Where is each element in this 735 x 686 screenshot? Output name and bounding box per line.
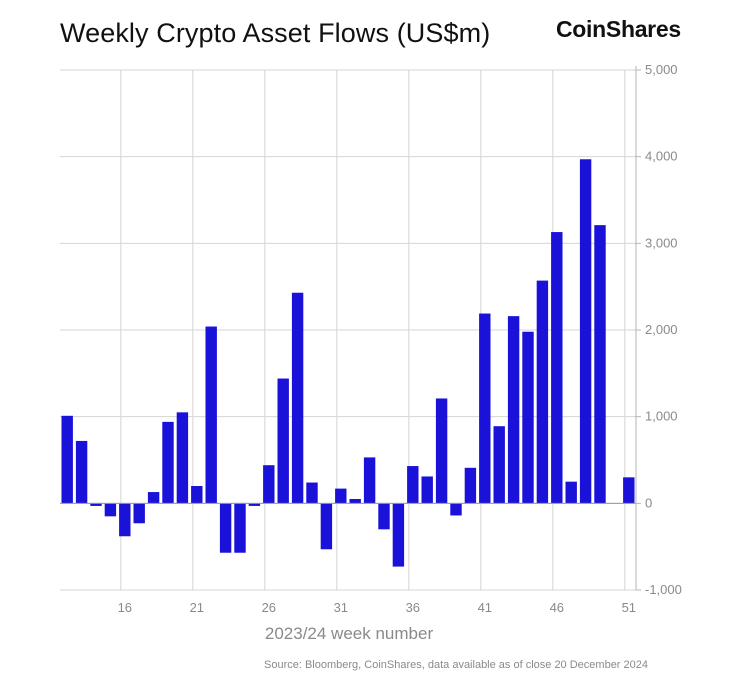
bar-week-13 [75,440,88,504]
y-tick-label: 4,000 [645,149,678,164]
y-tick-label: 1,000 [645,409,678,424]
bar-week-38 [435,398,448,504]
x-axis-title: 2023/24 week number [265,624,434,643]
bar-week-31 [335,488,347,504]
bar-week-40 [464,467,477,504]
bar-week-17 [133,503,145,524]
x-tick-label: 26 [262,600,276,615]
bar-week-45 [536,280,549,504]
y-tick-label: 0 [645,495,652,510]
axes: 5,000 4,000 3,000 2,000 1,000 0 -1,000 16 21 26 31… [60,62,682,615]
y-tick-label: 2,000 [645,322,678,337]
bar-week-30 [320,503,333,550]
bar-week-27 [277,378,289,504]
x-tick-label: 21 [190,600,204,615]
bar-week-34 [378,503,390,530]
x-tick-label: 51 [622,600,636,615]
bar-series [61,159,635,567]
bar-week-46 [551,232,563,504]
bar-week-33 [363,457,376,504]
gridlines [60,69,636,591]
x-tick-label: 41 [478,600,492,615]
bar-week-39 [450,503,462,516]
y-tick-label: 3,000 [645,235,678,250]
bar-week-32 [349,499,361,504]
bar-week-51 [623,477,635,504]
bar-week-37 [421,476,433,504]
bar-week-12 [61,415,73,504]
bar-week-28 [291,292,304,504]
bar-week-21 [191,486,203,504]
bar-week-14 [90,503,102,506]
x-tick-label: 46 [550,600,564,615]
bar-week-24 [234,503,246,553]
bar-week-18 [147,492,160,504]
bar-week-26 [263,465,275,504]
bar-week-49 [594,225,606,504]
y-tick-label: 5,000 [645,62,678,77]
bar-week-42 [493,426,505,504]
bar-week-22 [205,326,217,504]
bar-week-16 [119,503,131,537]
bar-week-48 [579,159,592,504]
coinshares-logo: CoinShares [556,16,681,42]
bar-week-19 [162,421,174,504]
chart-title: Weekly Crypto Asset Flows (US$m) [60,18,491,48]
x-tick-label: 16 [118,600,132,615]
bar-week-47 [565,481,577,504]
source-note: Source: Bloomberg, CoinShares, data avai… [264,659,649,671]
x-tick-label: 36 [406,600,420,615]
bar-week-41 [479,313,491,504]
y-tick-label: -1,000 [645,582,682,597]
bar-week-23 [219,503,232,553]
bar-week-44 [522,331,534,504]
bar-week-25 [248,503,261,506]
bar-week-20 [176,412,189,504]
x-tick-label: 31 [334,600,348,615]
bar-week-15 [104,503,117,517]
bar-week-36 [407,466,419,504]
bar-week-29 [306,482,318,504]
bar-week-43 [507,316,520,504]
bar-week-35 [392,503,405,567]
